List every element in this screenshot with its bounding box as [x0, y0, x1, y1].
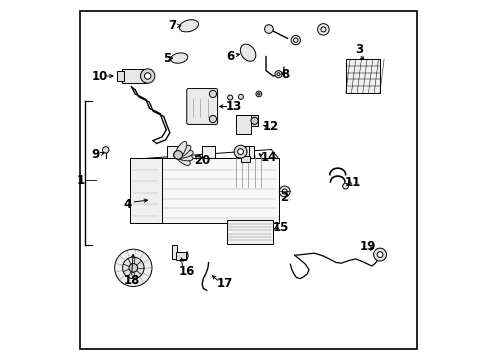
- Bar: [345, 59, 379, 93]
- Bar: [241, 156, 250, 162]
- Circle shape: [255, 91, 261, 97]
- Text: 6: 6: [225, 50, 234, 63]
- Circle shape: [209, 90, 216, 98]
- Text: 19: 19: [359, 240, 375, 253]
- Circle shape: [264, 25, 273, 33]
- Bar: [250, 116, 258, 126]
- Text: 17: 17: [216, 277, 232, 290]
- Circle shape: [227, 95, 232, 100]
- Text: 7: 7: [168, 19, 177, 32]
- Bar: [202, 146, 214, 158]
- Ellipse shape: [175, 141, 186, 159]
- Text: 16: 16: [179, 265, 195, 278]
- Bar: [122, 69, 145, 83]
- Circle shape: [174, 150, 182, 159]
- Circle shape: [144, 73, 151, 79]
- Circle shape: [234, 145, 246, 158]
- Circle shape: [274, 71, 282, 78]
- Bar: [117, 71, 124, 81]
- Ellipse shape: [174, 145, 190, 158]
- Bar: [172, 244, 176, 259]
- Ellipse shape: [174, 151, 190, 165]
- Text: 9: 9: [91, 148, 100, 161]
- Ellipse shape: [179, 20, 198, 32]
- Circle shape: [279, 186, 289, 197]
- Ellipse shape: [173, 150, 193, 158]
- Circle shape: [277, 73, 280, 76]
- FancyBboxPatch shape: [186, 89, 217, 125]
- Text: 18: 18: [123, 274, 140, 287]
- Circle shape: [237, 149, 243, 154]
- Ellipse shape: [170, 53, 187, 63]
- Text: 13: 13: [225, 100, 242, 113]
- Circle shape: [102, 147, 109, 153]
- Ellipse shape: [173, 152, 193, 161]
- Circle shape: [293, 38, 297, 42]
- Circle shape: [317, 24, 328, 35]
- Circle shape: [373, 248, 386, 261]
- Text: 3: 3: [354, 42, 363, 55]
- Bar: [129, 158, 278, 223]
- Text: 20: 20: [194, 154, 210, 167]
- Text: 2: 2: [280, 192, 288, 204]
- Circle shape: [376, 252, 382, 257]
- Circle shape: [320, 27, 325, 32]
- Circle shape: [140, 69, 155, 83]
- Circle shape: [290, 36, 300, 45]
- Bar: [129, 158, 162, 223]
- Ellipse shape: [240, 44, 255, 61]
- Text: 4: 4: [123, 198, 132, 211]
- Circle shape: [250, 117, 258, 125]
- Circle shape: [257, 93, 260, 95]
- Text: 14: 14: [260, 151, 276, 164]
- Text: 10: 10: [91, 69, 107, 82]
- Circle shape: [129, 264, 137, 272]
- Circle shape: [209, 116, 216, 123]
- Circle shape: [122, 257, 144, 279]
- Text: 15: 15: [272, 221, 289, 234]
- Bar: [235, 146, 249, 157]
- Text: 1: 1: [76, 174, 84, 186]
- Circle shape: [342, 183, 348, 189]
- Circle shape: [282, 189, 286, 194]
- Bar: [241, 146, 254, 158]
- Text: 11: 11: [345, 176, 361, 189]
- Text: 12: 12: [262, 120, 278, 133]
- Bar: [166, 146, 179, 158]
- Circle shape: [115, 249, 152, 287]
- Circle shape: [238, 94, 243, 99]
- Bar: [175, 252, 186, 260]
- Text: 5: 5: [163, 51, 171, 64]
- Bar: [226, 220, 273, 244]
- Bar: [236, 114, 251, 134]
- Text: 8: 8: [281, 68, 289, 81]
